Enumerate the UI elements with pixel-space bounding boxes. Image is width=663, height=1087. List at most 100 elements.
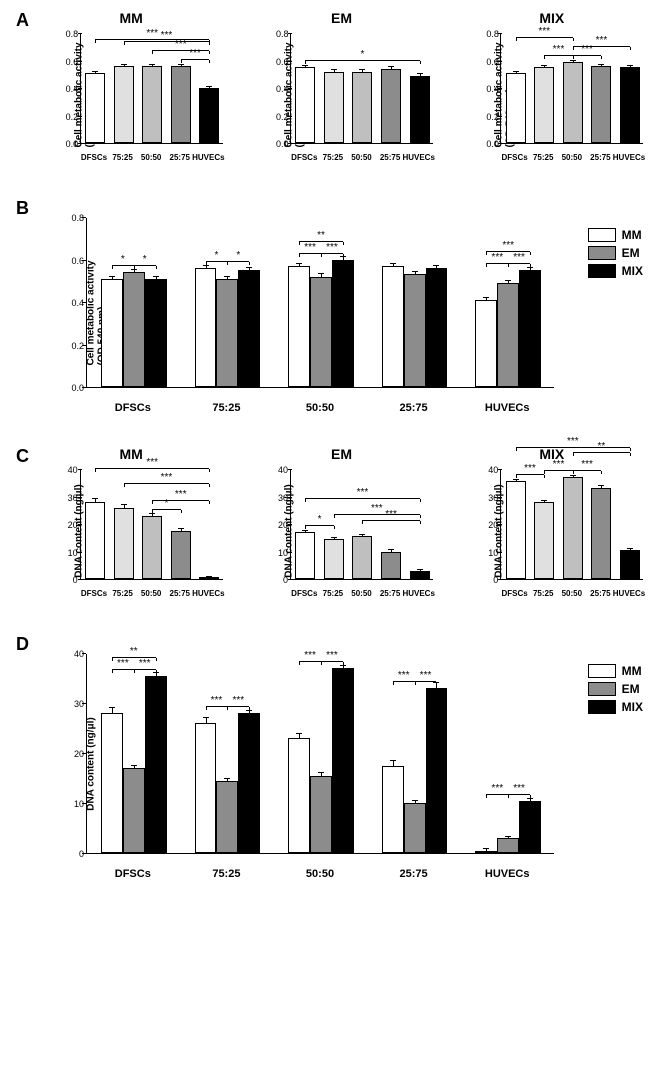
bar xyxy=(101,279,123,387)
significance-label: *** xyxy=(567,436,579,447)
bar xyxy=(85,73,105,143)
bar xyxy=(332,260,354,388)
chart-mm: MMDNA content (ng/μl)**********010203040… xyxy=(34,446,229,616)
bar xyxy=(324,539,344,579)
bar xyxy=(142,516,162,579)
bar xyxy=(381,69,401,143)
bar xyxy=(475,851,497,854)
x-category: DFSCs xyxy=(501,589,527,598)
bar xyxy=(101,713,123,853)
legend-swatch xyxy=(588,700,616,714)
y-tick: 0.2 xyxy=(276,112,288,122)
significance-label: *** xyxy=(304,650,316,661)
significance-label: *** xyxy=(513,252,525,263)
x-category: DFSCs xyxy=(81,589,107,598)
y-tick: 0.0 xyxy=(486,139,498,149)
y-tick: 20 xyxy=(486,520,498,530)
legend-swatch xyxy=(588,264,616,278)
chart-mix: MIXDNA content (ng/μl)**************0102… xyxy=(454,446,649,616)
y-tick: 20 xyxy=(68,749,84,759)
bar xyxy=(288,266,310,387)
bar xyxy=(199,88,219,143)
bar xyxy=(410,76,430,143)
y-tick: 0 xyxy=(486,575,498,585)
significance-label: *** xyxy=(420,670,432,681)
legend-item: EM xyxy=(588,246,643,260)
y-tick: 40 xyxy=(68,649,84,659)
bar xyxy=(620,67,640,143)
legend-item: MIX xyxy=(588,700,643,714)
y-tick: 30 xyxy=(66,493,78,503)
bar xyxy=(310,776,332,854)
bar xyxy=(497,838,519,853)
x-category: 75:25 xyxy=(533,589,553,598)
significance-label: *** xyxy=(161,472,173,483)
bar xyxy=(381,552,401,580)
x-category: DFSCs xyxy=(291,589,317,598)
bar xyxy=(591,488,611,579)
y-tick: 10 xyxy=(276,548,288,558)
y-tick: 0 xyxy=(276,575,288,585)
bar xyxy=(171,531,191,579)
y-tick: 0.2 xyxy=(66,112,78,122)
y-tick: 0.8 xyxy=(276,29,288,39)
significance-label: *** xyxy=(553,459,565,470)
panel-label-a: A xyxy=(16,10,29,31)
x-category: 25:75 xyxy=(380,153,400,162)
bar xyxy=(114,66,134,143)
significance-label: ** xyxy=(130,646,138,657)
significance-label: *** xyxy=(175,489,187,500)
significance-label: *** xyxy=(146,28,158,39)
bar xyxy=(288,738,310,853)
significance-label: * xyxy=(236,250,240,261)
y-tick: 30 xyxy=(486,493,498,503)
x-category: 25:75 xyxy=(590,153,610,162)
x-category: 50:50 xyxy=(306,868,334,880)
y-tick: 0.0 xyxy=(66,139,78,149)
x-category: 25:75 xyxy=(170,589,190,598)
x-category: 75:25 xyxy=(212,402,240,414)
x-category: 50:50 xyxy=(562,589,582,598)
chart-title: MM xyxy=(34,446,229,462)
bar xyxy=(519,270,541,387)
y-tick: 20 xyxy=(276,520,288,530)
panel-label-d: D xyxy=(16,634,29,655)
y-tick: 10 xyxy=(486,548,498,558)
bar xyxy=(85,502,105,579)
significance-label: *** xyxy=(304,242,316,253)
legend-swatch xyxy=(588,228,616,242)
significance-label: *** xyxy=(326,242,338,253)
chart-mm: MMCell metabolic activity(OD 540 nm)****… xyxy=(34,10,229,180)
bar xyxy=(123,272,145,387)
bar xyxy=(519,801,541,854)
bar xyxy=(382,266,404,387)
y-tick: 0.8 xyxy=(66,29,78,39)
bar xyxy=(295,532,315,579)
bar xyxy=(404,274,426,387)
x-category: HUVECs xyxy=(402,153,434,162)
bar xyxy=(410,571,430,579)
bar xyxy=(475,300,497,387)
significance-label: *** xyxy=(211,695,223,706)
chart-title: EM xyxy=(244,446,439,462)
x-category: 25:75 xyxy=(380,589,400,598)
y-tick: 30 xyxy=(276,493,288,503)
bar xyxy=(506,73,526,143)
x-category: HUVECs xyxy=(402,589,434,598)
x-category: 50:50 xyxy=(351,589,371,598)
legend-item: MIX xyxy=(588,264,643,278)
x-category: 50:50 xyxy=(306,402,334,414)
significance-label: ** xyxy=(598,441,606,452)
x-category: 75:25 xyxy=(533,153,553,162)
legend-swatch xyxy=(588,246,616,260)
bar xyxy=(404,803,426,853)
bar xyxy=(216,279,238,387)
y-tick: 0.4 xyxy=(66,84,78,94)
x-category: HUVECs xyxy=(485,868,530,880)
legend-label: EM xyxy=(622,682,640,696)
legend-label: EM xyxy=(622,246,640,260)
significance-label: * xyxy=(215,250,219,261)
significance-label: *** xyxy=(553,44,565,55)
x-category: DFSCs xyxy=(501,153,527,162)
bar xyxy=(352,72,372,144)
